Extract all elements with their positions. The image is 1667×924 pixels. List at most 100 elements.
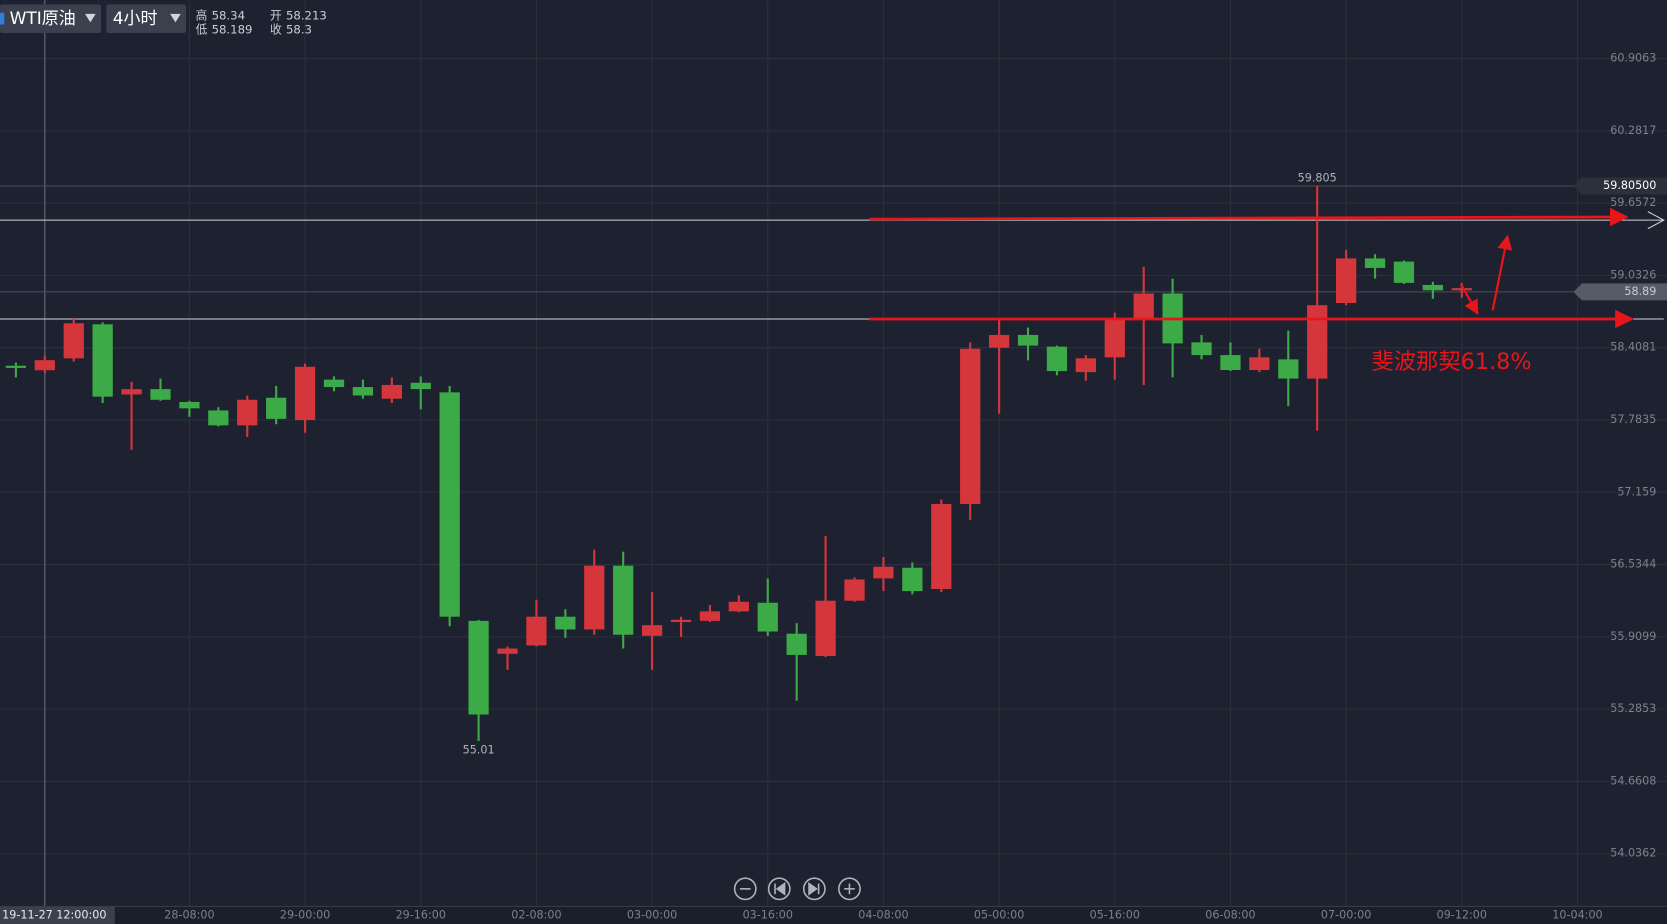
x-tick-label: 03-00:00 (627, 908, 677, 921)
candle-body (1307, 305, 1328, 379)
arrow-line (1459, 283, 1479, 315)
candle-body (670, 619, 692, 623)
x-tick-label: 29-16:00 (396, 908, 446, 921)
candle-body (352, 387, 374, 396)
x-tick-label: 04-08:00 (858, 908, 908, 921)
candle-body (381, 384, 402, 399)
nav-buttons (733, 877, 861, 901)
y-tick-label: 56.5344 (1610, 558, 1656, 571)
x-tick-label: 05-16:00 (1090, 908, 1140, 921)
candle-body (1191, 342, 1212, 356)
candle-body (931, 503, 952, 590)
x-tick-label: 10-04:00 (1552, 908, 1602, 921)
x-tick-label: 06-08:00 (1205, 908, 1255, 921)
crosshair-label: 19-11-27 12:00:00 (2, 908, 106, 921)
candle-body (988, 334, 1010, 348)
candle-body (294, 366, 316, 421)
price-tag-label: 58.89 (1624, 285, 1656, 298)
candle-body (699, 611, 721, 621)
candle-body (1046, 346, 1068, 372)
marks: 59.805 55.01 (5, 172, 1472, 757)
info-label: 开 (270, 9, 282, 23)
candle-body (34, 360, 55, 371)
candle-body (323, 379, 345, 388)
candle-body (757, 602, 778, 632)
first-button[interactable] (767, 877, 791, 901)
info-value: 58.213 (286, 9, 327, 23)
symbol-icon (0, 12, 5, 25)
arrow-line (1491, 234, 1513, 311)
x-tick-label: 09-12:00 (1437, 908, 1487, 921)
dropdown-arrow (85, 13, 96, 23)
candle-body (613, 565, 634, 635)
symbol: WTI原油 (10, 9, 76, 29)
candle-body (1220, 355, 1241, 371)
high-label: 59.805 (1298, 172, 1337, 185)
symbol-select[interactable] (0, 4, 101, 34)
candle-body (728, 601, 749, 612)
candle-body (1017, 334, 1039, 346)
arrow-line (869, 207, 1629, 227)
period: 4小时 (113, 9, 158, 29)
candle-body (960, 348, 981, 504)
x-axis: 60.9063 60.2817 59.6572 59.0326 58.4081 57.78… (0, 51, 1667, 924)
price-tag-label: 59.80500 (1603, 179, 1656, 192)
zoom-in-button[interactable] (838, 877, 861, 901)
candle-body (1278, 359, 1299, 379)
info-label: 高 (196, 9, 208, 23)
candle-body (121, 389, 142, 395)
last-button[interactable] (802, 877, 826, 901)
candle-body (641, 625, 663, 636)
y-tick-label: 59.6572 (1610, 196, 1656, 209)
price-tag-box (1573, 283, 1667, 301)
info-value: 58.3 (286, 22, 312, 36)
info-label: 收 (270, 22, 282, 36)
info-label: 低 (196, 22, 208, 36)
candle-body (844, 579, 865, 601)
low-label: 55.01 (463, 744, 495, 757)
y-tick-label: 54.6608 (1610, 774, 1656, 787)
y-tick-label: 57.7835 (1610, 413, 1656, 426)
candle-body (902, 567, 923, 592)
candle-body (1336, 258, 1357, 304)
info-value: 58.34 (212, 9, 245, 23)
candle-body (92, 324, 113, 397)
candle-body (266, 397, 287, 419)
y-tick-label: 55.9099 (1610, 630, 1656, 643)
candle-body (1075, 358, 1096, 373)
candle-body (1393, 261, 1415, 283)
candle-body (5, 365, 27, 368)
x-tick-label: 07-00:00 (1321, 908, 1371, 921)
candle-body (815, 600, 836, 657)
candle-body (873, 566, 894, 579)
x-axis-strip (0, 905, 1667, 924)
candle-body (1249, 357, 1270, 371)
candle-body (63, 323, 84, 359)
period-select[interactable] (106, 4, 187, 34)
candle-body (439, 392, 460, 617)
candle-body (150, 389, 171, 400)
zoom-out-button[interactable] (733, 877, 757, 901)
candle-body (1451, 288, 1472, 291)
y-tick-label: 55.2853 (1610, 702, 1656, 715)
candle-body (468, 620, 489, 715)
y-tick-label: 54.0362 (1610, 847, 1656, 860)
candle-body (526, 616, 547, 646)
info-value: 58.189 (212, 22, 253, 36)
x-tick-label: 05-00:00 (974, 908, 1024, 921)
x-tick-label: 28-08:00 (164, 908, 214, 921)
candle-body (786, 633, 807, 655)
candle-body (208, 410, 229, 426)
y-tick-label: 59.0326 (1610, 268, 1656, 281)
y-tick-label: 60.2817 (1610, 124, 1656, 137)
candle-body (237, 399, 258, 426)
y-tick-label: 57.159 (1617, 485, 1656, 498)
annotation-drawing (869, 207, 1665, 329)
candle-body (179, 401, 200, 409)
candle-body (410, 382, 431, 390)
crosshair-label-box (0, 906, 115, 924)
